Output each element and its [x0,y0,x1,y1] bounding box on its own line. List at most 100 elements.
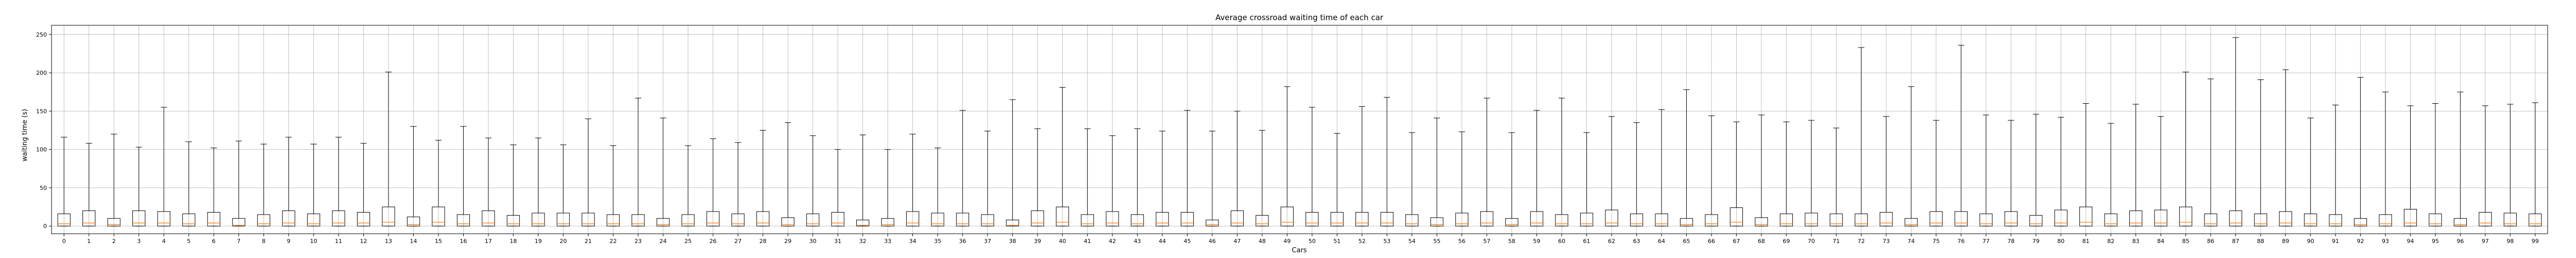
x-tick-label: 55 [1433,238,1440,245]
box [432,206,445,227]
x-tick-label: 39 [1034,238,1041,245]
x-tick-label: 64 [1658,238,1665,245]
x-tick-label: 81 [2082,238,2090,245]
x-tick-label: 38 [1009,238,1016,245]
x-tick-label: 69 [1783,238,1790,245]
x-tick-label: 58 [1508,238,1515,245]
box [1405,214,1419,227]
x-tick-label: 96 [2456,238,2464,245]
box [2304,213,2317,227]
box [1056,206,1069,227]
box [2229,210,2242,227]
x-tick-label: 20 [560,238,567,245]
x-tick-label: 34 [909,238,917,245]
x-tick-label: 1 [87,238,91,245]
y-tick-label: 150 [36,108,47,115]
box [681,214,695,227]
x-tick-label: 9 [287,238,291,245]
box [2104,213,2117,227]
x-tick-label: 29 [784,238,791,245]
box [332,210,345,227]
box [207,212,221,227]
x-tick-label: 27 [734,238,741,245]
x-tick-label: 32 [859,238,867,245]
y-axis-label: waiting time (s) [21,109,29,162]
box [582,213,595,227]
box [2129,210,2143,227]
x-tick-label: 43 [1134,238,1141,245]
box [1006,219,1019,227]
box [1156,212,1169,227]
box [232,218,245,227]
box [781,217,794,227]
x-tick-label: 61 [1583,238,1590,245]
box [606,214,620,227]
box [1280,206,1294,227]
x-tick-label: 85 [2182,238,2189,245]
box [357,212,370,227]
box [2179,206,2193,227]
box [132,210,146,227]
box [2429,213,2442,227]
box [1705,214,1718,227]
box [1630,213,1643,227]
x-tick-label: 99 [2532,238,2539,245]
box [2254,213,2267,227]
box [1605,209,1618,227]
box [1430,217,1444,227]
y-tick-label: 50 [40,185,47,191]
x-tick-label: 36 [959,238,966,245]
x-tick-label: 22 [609,238,617,245]
x-tick-label: 48 [1259,238,1266,245]
box [532,213,545,227]
box [57,213,71,227]
box [1555,214,1568,227]
x-tick-label: 3 [137,238,141,245]
x-tick-label: 54 [1409,238,1416,245]
box [981,214,994,227]
x-tick-label: 91 [2332,238,2339,245]
x-tick-label: 26 [709,238,717,245]
x-tick-label: 12 [360,238,367,245]
x-tick-label: 70 [1808,238,1815,245]
box [1330,212,1344,227]
box [656,218,670,227]
axes-frame [51,25,2548,234]
x-tick-label: 88 [2257,238,2264,245]
x-tick-label: 42 [1109,238,1116,245]
x-tick-label: 63 [1633,238,1640,245]
box [2054,209,2067,227]
x-tick-label: 19 [535,238,542,245]
box [1180,212,1194,227]
box [2079,206,2093,227]
x-tick-label: 41 [1084,238,1091,245]
box [1780,213,1793,227]
chart-title: Average crossroad waiting time of each c… [1215,13,1383,22]
box [1829,213,1843,227]
x-tick-label: 97 [2482,238,2489,245]
box [931,213,944,227]
box [1130,214,1144,227]
x-tick-label: 75 [1933,238,1940,245]
x-tick-label: 78 [2007,238,2014,245]
box [1904,218,1918,227]
x-tick-label: 7 [237,238,241,245]
x-tick-label: 25 [684,238,691,245]
x-tick-label: 18 [510,238,517,245]
box [1230,210,1244,227]
x-tick-label: 86 [2207,238,2214,245]
x-tick-label: 23 [635,238,642,245]
x-tick-label: 83 [2132,238,2140,245]
x-tick-label: 35 [934,238,941,245]
x-tick-label: 24 [659,238,667,245]
box [2354,218,2367,227]
box [1580,213,1594,227]
box [1855,213,1868,227]
x-tick-label: 89 [2282,238,2289,245]
box [1730,207,1743,227]
box [1380,212,1394,227]
y-tick-label: 200 [36,70,47,76]
x-tick-label: 94 [2407,238,2414,245]
